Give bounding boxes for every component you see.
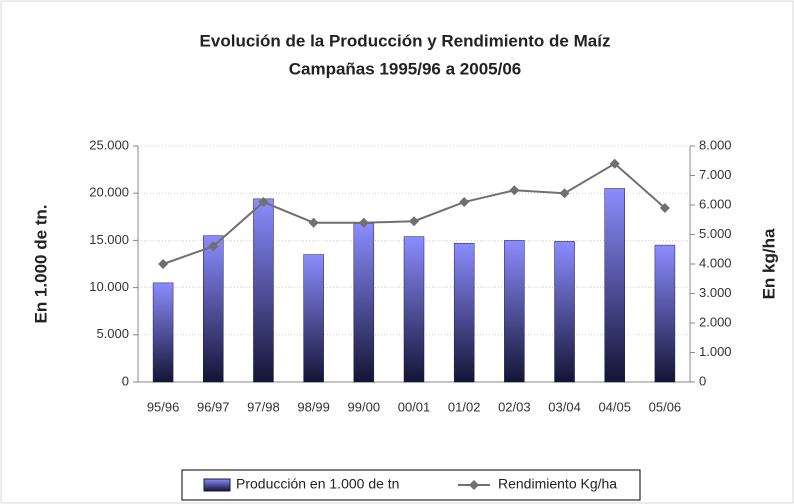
- x-tick-label: 01/02: [448, 399, 481, 414]
- y2-tick-label: 0: [699, 373, 706, 388]
- chart-title: Evolución de la Producción y Rendimiento…: [200, 31, 611, 50]
- legend-box: [181, 469, 641, 501]
- y2-tick-label: 7.000: [699, 167, 732, 182]
- marker: [509, 185, 520, 196]
- y2-tick-label: 3.000: [699, 285, 732, 300]
- x-tick-label: 02/03: [498, 399, 531, 414]
- x-tick-label: 04/05: [598, 399, 631, 414]
- y-tick-label: 25.000: [89, 137, 129, 152]
- marker: [409, 216, 419, 227]
- legend-label: Rendimiento Kg/ha: [498, 476, 617, 492]
- bar: [353, 223, 375, 383]
- x-tick-label: 00/01: [398, 399, 431, 414]
- bar: [654, 244, 676, 383]
- y2-tick-label: 6.000: [699, 196, 732, 211]
- y2-tick-label: 1.000: [699, 344, 732, 359]
- marker: [358, 217, 369, 228]
- marker: [308, 217, 319, 228]
- marker: [609, 158, 620, 169]
- bar: [203, 235, 224, 383]
- y-tick-label: 20.000: [89, 185, 129, 200]
- bar: [403, 236, 425, 383]
- chart-subtitle: Campañas 1995/96 a 2005/06: [289, 59, 522, 78]
- y2-tick-label: 8.000: [699, 137, 732, 152]
- bar: [303, 254, 324, 383]
- x-tick-label: 97/98: [247, 399, 280, 414]
- marker: [258, 197, 269, 208]
- y2-axis-title: En kg/ha: [759, 228, 778, 299]
- x-tick-label: 05/06: [649, 399, 682, 414]
- bar: [253, 198, 274, 383]
- bar: [554, 241, 575, 383]
- y-tick-label: 5.000: [96, 326, 129, 341]
- legend-marker: [469, 480, 479, 490]
- marker: [208, 241, 219, 252]
- y-axis-title: En 1.000 de tn.: [31, 204, 50, 323]
- y2-tick-label: 4.000: [699, 255, 732, 270]
- marker: [158, 259, 169, 269]
- x-tick-label: 96/97: [197, 399, 230, 414]
- marker: [659, 202, 670, 213]
- x-tick-label: 99/00: [348, 399, 381, 414]
- bar: [152, 282, 174, 383]
- y2-tick-label: 2.000: [699, 314, 732, 329]
- y2-tick-label: 5.000: [699, 226, 732, 241]
- marker: [459, 197, 470, 208]
- y-tick-label: 10.000: [89, 279, 129, 294]
- x-tick-label: 03/04: [548, 399, 581, 414]
- x-tick-label: 95/96: [147, 399, 180, 414]
- legend-label: Producción en 1.000 de tn: [236, 476, 399, 492]
- bar: [604, 188, 625, 383]
- y-tick-label: 15.000: [89, 232, 129, 247]
- bar: [453, 242, 475, 383]
- y-tick-label: 0: [122, 373, 129, 388]
- bar: [504, 240, 525, 383]
- marker: [559, 188, 570, 199]
- x-tick-label: 98/99: [297, 399, 330, 414]
- legend-swatch: [203, 478, 231, 492]
